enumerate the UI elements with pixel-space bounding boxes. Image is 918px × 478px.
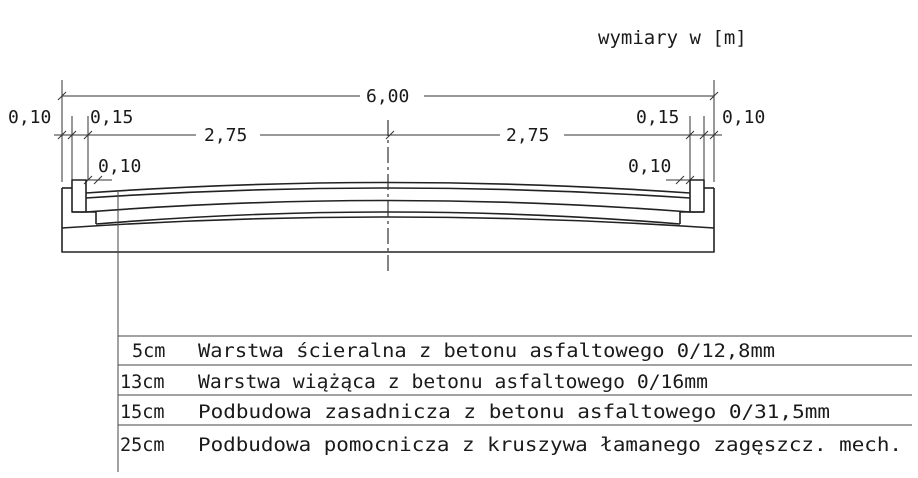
dim-right-curb: 0,15 xyxy=(636,107,679,128)
dim-total-width: 6,00 xyxy=(366,86,409,107)
layer-2-description: Warstwa wiążąca z betonu asfaltowego 0/1… xyxy=(198,372,708,393)
dim-right-inner: 0,10 xyxy=(628,156,671,177)
dim-left-inner: 0,10 xyxy=(98,156,141,177)
layer-1-description: Warstwa ścieralna z betonu asfaltowego 0… xyxy=(198,341,775,362)
layer-4-description: Podbudowa pomocnicza z kruszywa łamanego… xyxy=(198,435,902,456)
dim-right-outer: 0,10 xyxy=(722,107,765,128)
layer-legend: 5cm Warstwa ścieralna z betonu asfaltowe… xyxy=(118,335,912,456)
units-label: wymiary w [m] xyxy=(598,27,747,49)
dim-right-lane: 2,75 xyxy=(506,125,549,146)
layer-2-thickness: 13cm xyxy=(120,372,165,393)
layer-3-description: Podbudowa zasadnicza z betonu asfaltoweg… xyxy=(198,402,830,423)
layer-4-thickness: 25cm xyxy=(120,435,165,456)
dimension-lines xyxy=(54,80,722,185)
layer-3-thickness: 15cm xyxy=(120,402,165,423)
dim-left-lane: 2,75 xyxy=(204,125,247,146)
layer-1-thickness: 5cm xyxy=(132,341,165,362)
dim-left-outer: 0,10 xyxy=(8,107,51,128)
dim-left-curb: 0,15 xyxy=(90,107,133,128)
